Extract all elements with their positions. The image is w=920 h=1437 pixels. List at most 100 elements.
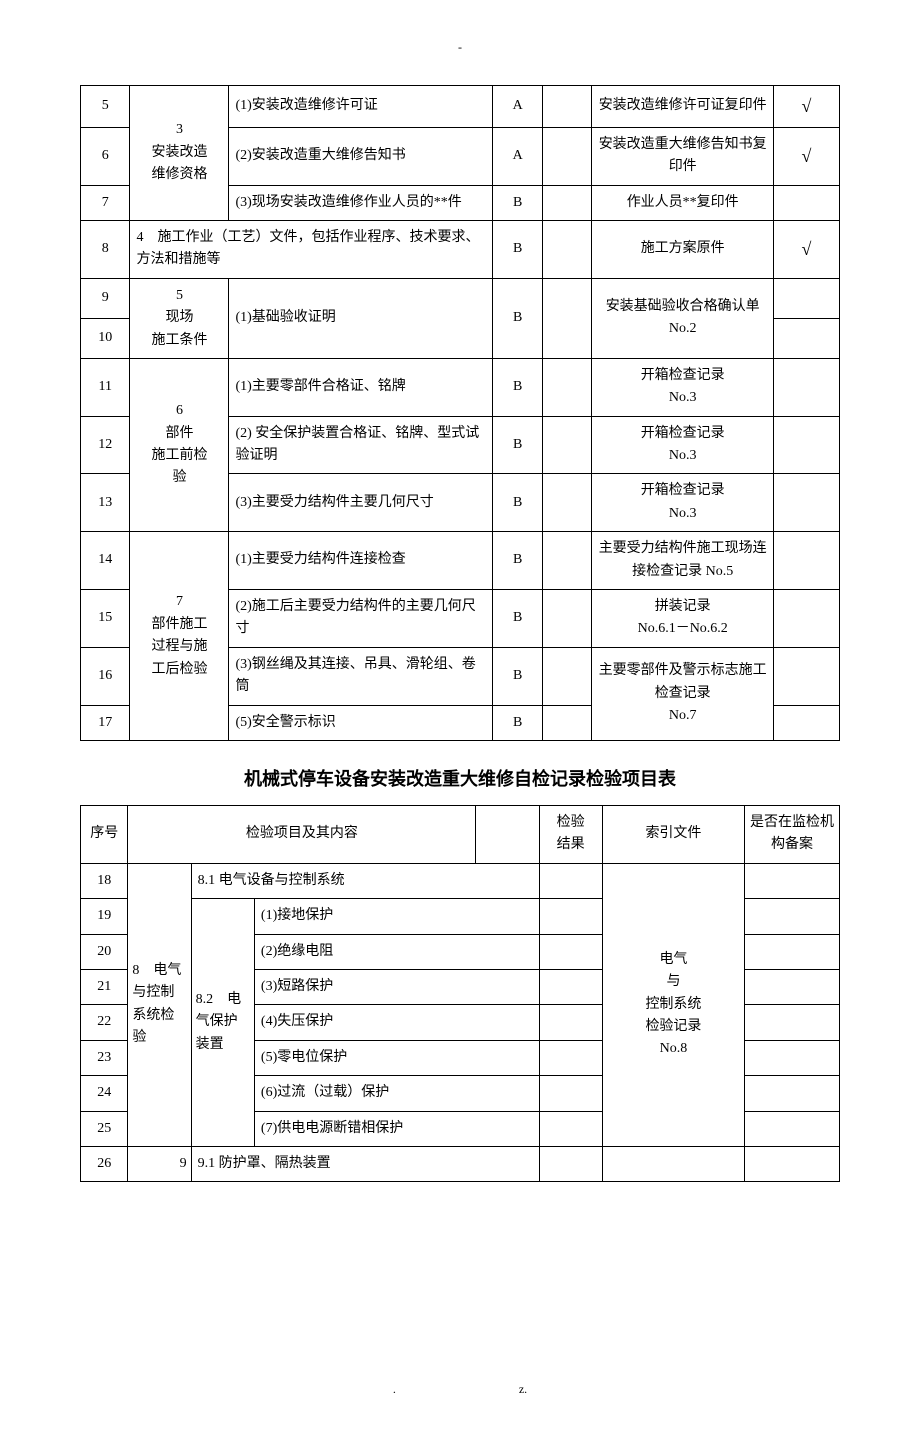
- seq-cell: 7: [81, 185, 130, 220]
- page-mark-bottom-left: .: [393, 1382, 396, 1396]
- filed-cell: [773, 358, 839, 416]
- filed-cell: [745, 1111, 840, 1146]
- table-row: 8 4 施工作业（工艺）文件，包括作业程序、技术要求、方法和措施等 B 施工方案…: [81, 220, 840, 278]
- grade-cell: B: [493, 185, 542, 220]
- filed-cell: [773, 278, 839, 318]
- header-filed: 是否在监检机构备案: [745, 806, 840, 864]
- ref-cell: [602, 1146, 744, 1181]
- filed-cell: [745, 1005, 840, 1040]
- filed-cell: [745, 1076, 840, 1111]
- item-cell: (1)接地保护: [254, 899, 539, 934]
- category-cell: 3 安装改造 维修资格: [130, 86, 229, 221]
- seq-cell: 19: [81, 899, 128, 934]
- category-full-cell: 4 施工作业（工艺）文件，包括作业程序、技术要求、方法和措施等: [130, 220, 493, 278]
- seq-cell: 21: [81, 969, 128, 1004]
- ref-cell: 开箱检查记录 No.3: [592, 474, 773, 532]
- result-cell: [542, 358, 591, 416]
- seq-cell: 22: [81, 1005, 128, 1040]
- header-result: 检验 结果: [539, 806, 602, 864]
- seq-cell: 24: [81, 1076, 128, 1111]
- seq-cell: 15: [81, 590, 130, 648]
- result-cell: [542, 416, 591, 474]
- grade-cell: B: [493, 278, 542, 358]
- result-cell: [539, 1040, 602, 1075]
- result-cell: [542, 590, 591, 648]
- item-cell: (2)安装改造重大维修告知书: [229, 127, 493, 185]
- filed-cell: [773, 416, 839, 474]
- seq-cell: 10: [81, 318, 130, 358]
- filed-cell: √: [773, 86, 839, 128]
- header-grade: [476, 806, 539, 864]
- seq-cell: 20: [81, 934, 128, 969]
- filed-cell: [773, 474, 839, 532]
- result-cell: [542, 474, 591, 532]
- result-cell: [539, 899, 602, 934]
- seq-cell: 9: [81, 278, 130, 318]
- grade-cell: B: [493, 474, 542, 532]
- item-cell: (3)短路保护: [254, 969, 539, 1004]
- grade-cell: B: [493, 220, 542, 278]
- grade-cell: B: [493, 532, 542, 590]
- table-row: 18 8 电气与控制系统检验 8.1 电气设备与控制系统 电气 与 控制系统 检…: [81, 863, 840, 898]
- ref-cell: 作业人员**复印件: [592, 185, 773, 220]
- page-mark-bottom-right: z.: [519, 1382, 527, 1396]
- category-cell: 8 电气与控制系统检验: [128, 863, 191, 1146]
- result-cell: [542, 647, 591, 705]
- result-cell: [539, 1111, 602, 1146]
- result-cell: [542, 705, 591, 740]
- result-cell: [539, 969, 602, 1004]
- result-cell: [542, 127, 591, 185]
- filed-cell: [773, 185, 839, 220]
- seq-cell: 18: [81, 863, 128, 898]
- ref-cell: 拼装记录 No.6.1－No.6.2: [592, 590, 773, 648]
- seq-cell: 17: [81, 705, 130, 740]
- category-cell: 9: [128, 1146, 191, 1181]
- table-row: 26 9 9.1 防护罩、隔热装置: [81, 1146, 840, 1181]
- item-cell: (5)安全警示标识: [229, 705, 493, 740]
- ref-cell: 安装改造重大维修告知书复印件: [592, 127, 773, 185]
- grade-cell: A: [493, 127, 542, 185]
- grade-cell: B: [493, 358, 542, 416]
- item-cell: (2) 安全保护装置合格证、铭牌、型式试验证明: [229, 416, 493, 474]
- grade-cell: B: [493, 416, 542, 474]
- result-cell: [542, 278, 591, 358]
- seq-cell: 8: [81, 220, 130, 278]
- item-cell: (1)主要受力结构件连接检查: [229, 532, 493, 590]
- ref-cell: 主要零部件及警示标志施工检查记录 No.7: [592, 647, 773, 740]
- seq-cell: 26: [81, 1146, 128, 1181]
- sub-category-cell: 8.2 电气保护装置: [191, 899, 254, 1147]
- filed-cell: [745, 863, 840, 898]
- ref-cell: 安装改造维修许可证复印件: [592, 86, 773, 128]
- item-cell: (1)主要零部件合格证、铭牌: [229, 358, 493, 416]
- seq-cell: 23: [81, 1040, 128, 1075]
- filed-cell: √: [773, 220, 839, 278]
- sub-full-cell: 9.1 防护罩、隔热装置: [191, 1146, 539, 1181]
- grade-cell: B: [493, 647, 542, 705]
- result-cell: [539, 1076, 602, 1111]
- result-cell: [539, 863, 602, 898]
- item-cell: (2)绝缘电阻: [254, 934, 539, 969]
- seq-cell: 16: [81, 647, 130, 705]
- filed-cell: [773, 532, 839, 590]
- filed-cell: [773, 318, 839, 358]
- table-header-row: 序号 检验项目及其内容 检验 结果 索引文件 是否在监检机构备案: [81, 806, 840, 864]
- grade-cell: B: [493, 590, 542, 648]
- ref-cell: 电气 与 控制系统 检验记录 No.8: [602, 863, 744, 1146]
- filed-cell: [773, 647, 839, 705]
- inspection-table-2: 序号 检验项目及其内容 检验 结果 索引文件 是否在监检机构备案 18 8 电气…: [80, 805, 840, 1182]
- header-seq: 序号: [81, 806, 128, 864]
- table-row: 14 7 部件施工 过程与施 工后检验 (1)主要受力结构件连接检查 B 主要受…: [81, 532, 840, 590]
- table-row: 9 5 现场 施工条件 (1)基础验收证明 B 安装基础验收合格确认单 No.2: [81, 278, 840, 318]
- page-mark-top: -: [80, 40, 840, 55]
- item-cell: (5)零电位保护: [254, 1040, 539, 1075]
- ref-cell: 主要受力结构件施工现场连接检查记录 No.5: [592, 532, 773, 590]
- result-cell: [539, 934, 602, 969]
- table-row: 5 3 安装改造 维修资格 (1)安装改造维修许可证 A 安装改造维修许可证复印…: [81, 86, 840, 128]
- ref-cell: 开箱检查记录 No.3: [592, 416, 773, 474]
- ref-cell: 开箱检查记录 No.3: [592, 358, 773, 416]
- item-cell: (3)现场安装改造维修作业人员的**件: [229, 185, 493, 220]
- category-cell: 5 现场 施工条件: [130, 278, 229, 358]
- header-ref: 索引文件: [602, 806, 744, 864]
- item-cell: (4)失压保护: [254, 1005, 539, 1040]
- seq-cell: 13: [81, 474, 130, 532]
